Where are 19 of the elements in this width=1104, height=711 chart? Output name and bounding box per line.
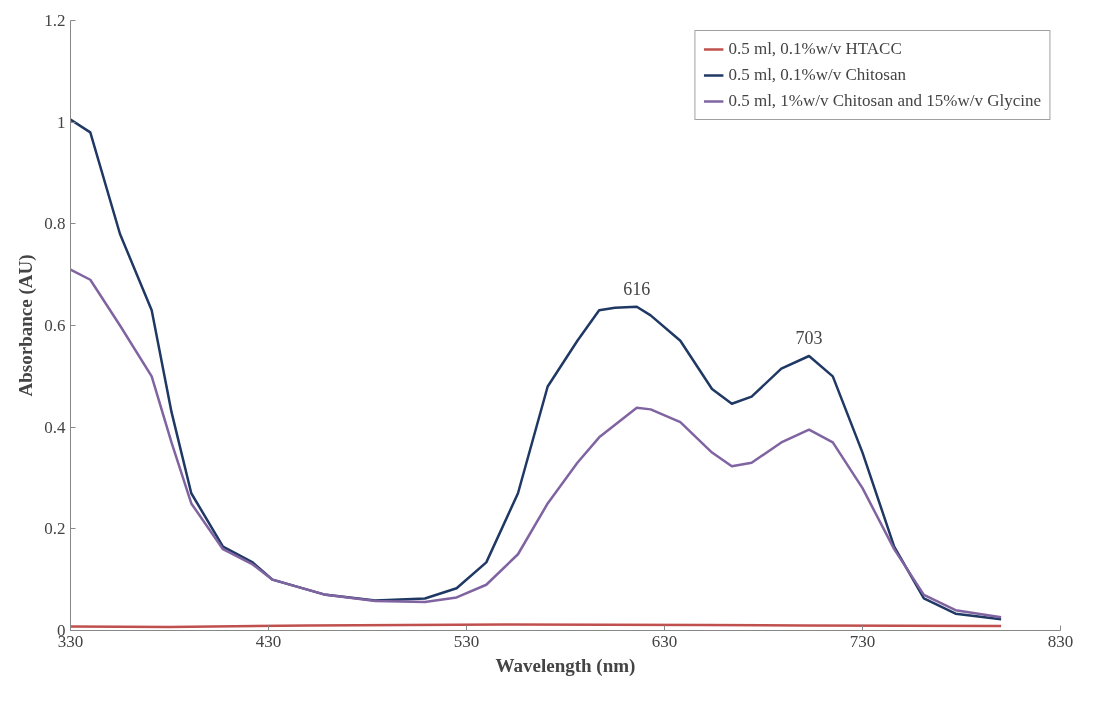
x-tick-label: 730 [849, 631, 876, 651]
x-axis-title: Wavelength (nm) [495, 654, 636, 677]
y-tick-label: 0.8 [44, 214, 66, 234]
y-tick-label: 1.2 [44, 11, 66, 30]
x-tick-label: 530 [453, 631, 480, 651]
x-tick-label: 830 [1047, 631, 1074, 651]
annotation: 616 [623, 278, 651, 299]
line-series [70, 268, 1003, 619]
y-tick-label: 0.6 [44, 316, 66, 335]
legend-label: 0.5 ml, 0.1%w/v HTACC [728, 39, 902, 59]
annotation: 703 [795, 328, 823, 348]
legend-label: 0.5 ml, 1%w/v Chitosan and 15%w/v Glycine [728, 91, 1041, 111]
y-axis-title: Absorbance (AU) [15, 254, 38, 397]
x-tick-label: 430 [255, 631, 282, 651]
y-tick-label: 0.2 [44, 519, 66, 539]
y-tick-label: 1 [57, 112, 66, 132]
legend-label: 0.5 ml, 0.1%w/v Chitosan [728, 65, 906, 85]
y-tick-label: 0.4 [44, 417, 66, 437]
x-tick-label: 630 [651, 631, 678, 651]
